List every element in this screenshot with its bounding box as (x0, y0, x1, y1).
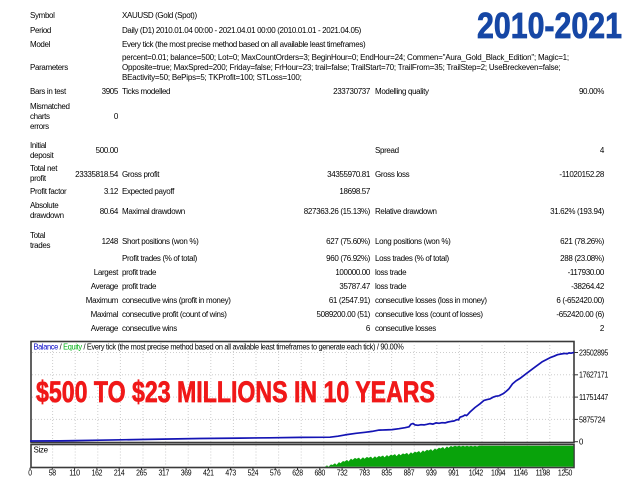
svg-text:265: 265 (136, 469, 147, 478)
svg-text:783: 783 (359, 469, 370, 478)
svg-text:680: 680 (314, 469, 325, 478)
svg-text:887: 887 (404, 469, 415, 478)
svg-text:0: 0 (579, 437, 584, 446)
svg-text:421: 421 (203, 469, 214, 478)
svg-text:939: 939 (426, 469, 437, 478)
svg-text:110: 110 (69, 469, 80, 478)
svg-text:369: 369 (181, 469, 192, 478)
svg-text:23502895: 23502895 (579, 348, 609, 357)
svg-text:0: 0 (28, 469, 32, 478)
svg-text:17627171: 17627171 (579, 371, 609, 380)
svg-text:628: 628 (292, 469, 303, 478)
svg-text:524: 524 (248, 469, 259, 478)
svg-text:835: 835 (381, 469, 392, 478)
svg-text:1146: 1146 (513, 469, 528, 478)
svg-text:214: 214 (114, 469, 125, 478)
svg-text:732: 732 (337, 469, 348, 478)
svg-text:1198: 1198 (536, 469, 551, 478)
svg-text:162: 162 (92, 469, 103, 478)
svg-text:317: 317 (158, 469, 169, 478)
svg-text:991: 991 (448, 469, 459, 478)
svg-text:58: 58 (49, 469, 57, 478)
svg-text:Size: Size (34, 446, 49, 455)
svg-text:5875724: 5875724 (579, 415, 606, 424)
svg-text:1094: 1094 (491, 469, 506, 478)
svg-text:473: 473 (225, 469, 236, 478)
svg-text:1250: 1250 (558, 469, 573, 478)
svg-text:11751447: 11751447 (579, 393, 609, 402)
svg-text:576: 576 (270, 469, 281, 478)
svg-text:Balance / Equity / Every tick: Balance / Equity / Every tick (the most … (34, 343, 404, 352)
svg-text:1042: 1042 (469, 469, 484, 478)
